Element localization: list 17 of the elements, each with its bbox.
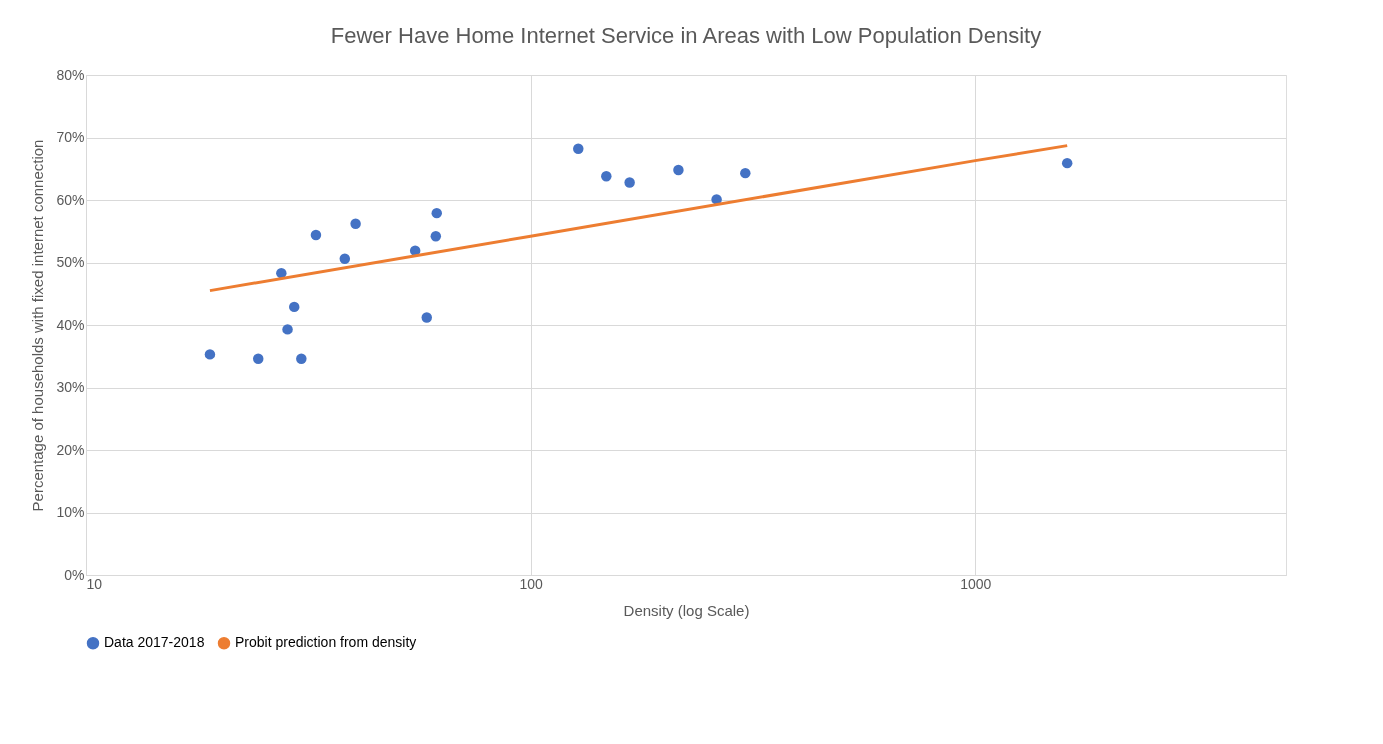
y-tick-label: 30% [56,379,85,395]
x-tick-label: 100 [519,575,544,592]
y-tick-label: 10% [56,504,85,520]
x-tick-label: 10 [86,575,103,592]
y-tick-label: 80% [56,66,85,83]
y-tick-label: 40% [56,316,85,333]
y-tick-label: 0% [64,566,85,583]
legend-label: Probit prediction from density [235,634,417,651]
chart-title: Fewer Have Home Internet Service in Areas with Low Population Density [330,23,1042,48]
y-axis-title: Percentage of households with fixed internet connection [29,139,47,512]
y-tick-label: 50% [56,254,85,270]
x-axis-title: Density (log Scale) [623,601,750,619]
x-tick-label: 1000 [960,575,992,592]
y-tick-label: 70% [56,129,85,145]
y-tick-label: 60% [56,191,85,208]
legend-label: Data 2017-2018 [104,634,205,651]
y-tick-label: 20% [56,441,85,458]
